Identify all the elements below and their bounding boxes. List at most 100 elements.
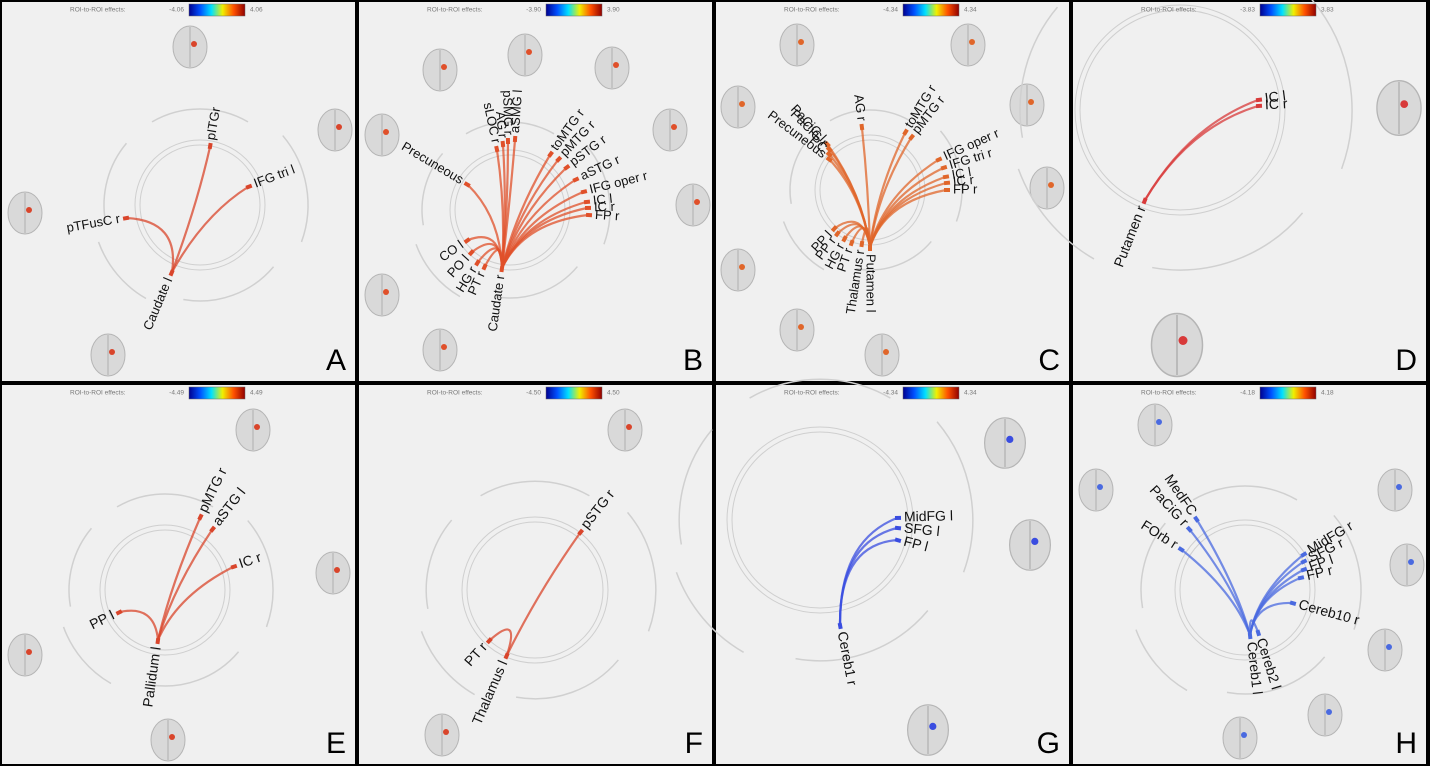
ring <box>104 529 226 651</box>
node-marker <box>485 637 493 645</box>
node-marker <box>547 150 554 158</box>
node-marker <box>830 225 838 233</box>
node-marker <box>474 259 481 267</box>
colorbar-min: -4.49 <box>169 390 184 397</box>
node-marker <box>115 609 123 616</box>
outer-arc <box>1017 168 1095 260</box>
node-marker <box>1289 600 1297 606</box>
ring <box>1074 4 1286 216</box>
brain-dot <box>694 199 700 205</box>
outer-arc <box>936 421 974 573</box>
brain-dot <box>626 424 632 430</box>
panel-letter: H <box>1395 727 1417 760</box>
panel-background <box>714 0 1071 383</box>
roi-label: IC r <box>237 549 264 571</box>
node-marker <box>197 513 204 521</box>
roi-label: IC l <box>592 191 613 208</box>
brain-dot <box>739 264 745 270</box>
connection <box>1248 619 1260 636</box>
outer-arc <box>247 520 274 628</box>
brain-dot <box>1048 182 1054 188</box>
colorbar-label: ROI-to-ROI effects: <box>427 7 483 14</box>
brain-icon <box>1078 468 1114 512</box>
ring <box>466 521 604 659</box>
node-marker <box>834 230 841 238</box>
colorbar-label: ROI-to-ROI effects: <box>784 390 840 397</box>
ring <box>726 426 914 614</box>
node-marker <box>1247 632 1253 640</box>
brain-dot <box>671 124 677 130</box>
brain-icon <box>906 704 950 756</box>
roi-label: IC r <box>952 172 975 189</box>
node-marker <box>837 622 843 630</box>
brain-dot <box>1178 336 1188 345</box>
node-marker <box>503 652 510 660</box>
node-marker <box>1255 97 1263 103</box>
outer-arc <box>282 135 309 243</box>
roi-label: FP l <box>1307 551 1336 574</box>
brain-dot <box>109 349 115 355</box>
node-marker <box>823 140 831 148</box>
roi-label: FP r <box>953 181 978 196</box>
node-marker <box>572 176 580 183</box>
node-marker <box>168 269 175 277</box>
connection <box>484 248 504 269</box>
brain-dot <box>26 649 32 655</box>
colorbar-label: ROI-to-ROI effects: <box>784 7 840 14</box>
roi-label: FP r <box>1305 562 1334 583</box>
colorbar-max: 4.49 <box>250 390 263 397</box>
outer-arc <box>515 659 619 700</box>
colorbar-min: -4.18 <box>1240 390 1255 397</box>
brain-icon <box>317 108 353 152</box>
brain-dot <box>191 41 197 47</box>
brain-icon <box>364 113 400 157</box>
colorbar <box>545 386 603 400</box>
outer-arc <box>151 108 249 123</box>
brain-dot <box>1156 419 1162 425</box>
brain-dot <box>1031 537 1039 545</box>
panel-letter: B <box>683 344 703 377</box>
outer-arc <box>116 493 214 508</box>
outer-arc <box>939 130 963 222</box>
brain-dot <box>1097 484 1103 490</box>
node-marker <box>500 140 506 148</box>
brain-dot <box>383 289 389 295</box>
brain-icon <box>235 408 271 452</box>
colorbar-max: 3.90 <box>607 7 620 14</box>
brain-icon <box>607 408 643 452</box>
node-marker <box>848 239 855 247</box>
brain-icon <box>1137 403 1173 447</box>
roi-label: FP l <box>902 533 930 555</box>
node-marker <box>1255 629 1262 637</box>
node-marker <box>155 637 161 645</box>
brain-icon <box>1029 166 1065 210</box>
colorbar <box>902 3 960 17</box>
node-marker <box>935 156 943 163</box>
brain-icon <box>1367 628 1403 672</box>
brain-icon <box>422 48 458 92</box>
colorbar-max: 4.18 <box>1321 390 1334 397</box>
brain-dot <box>613 62 619 68</box>
colorbar-max: 4.06 <box>250 7 263 14</box>
node-marker <box>494 145 500 153</box>
colorbar-label: ROI-to-ROI effects: <box>1141 7 1197 14</box>
ring <box>461 516 609 664</box>
brain-dot <box>1396 484 1402 490</box>
brain-dot <box>969 39 975 45</box>
brain-icon <box>507 33 543 77</box>
colorbar <box>1259 386 1317 400</box>
brain-dot <box>336 124 342 130</box>
brain-icon <box>1376 80 1422 136</box>
node-marker <box>908 133 916 141</box>
brain-dot <box>798 39 804 45</box>
ring <box>99 524 231 656</box>
outer-arc <box>1311 0 1353 170</box>
connection <box>1144 104 1259 201</box>
connection <box>868 137 912 248</box>
connection <box>171 186 249 273</box>
ring <box>1179 524 1311 656</box>
